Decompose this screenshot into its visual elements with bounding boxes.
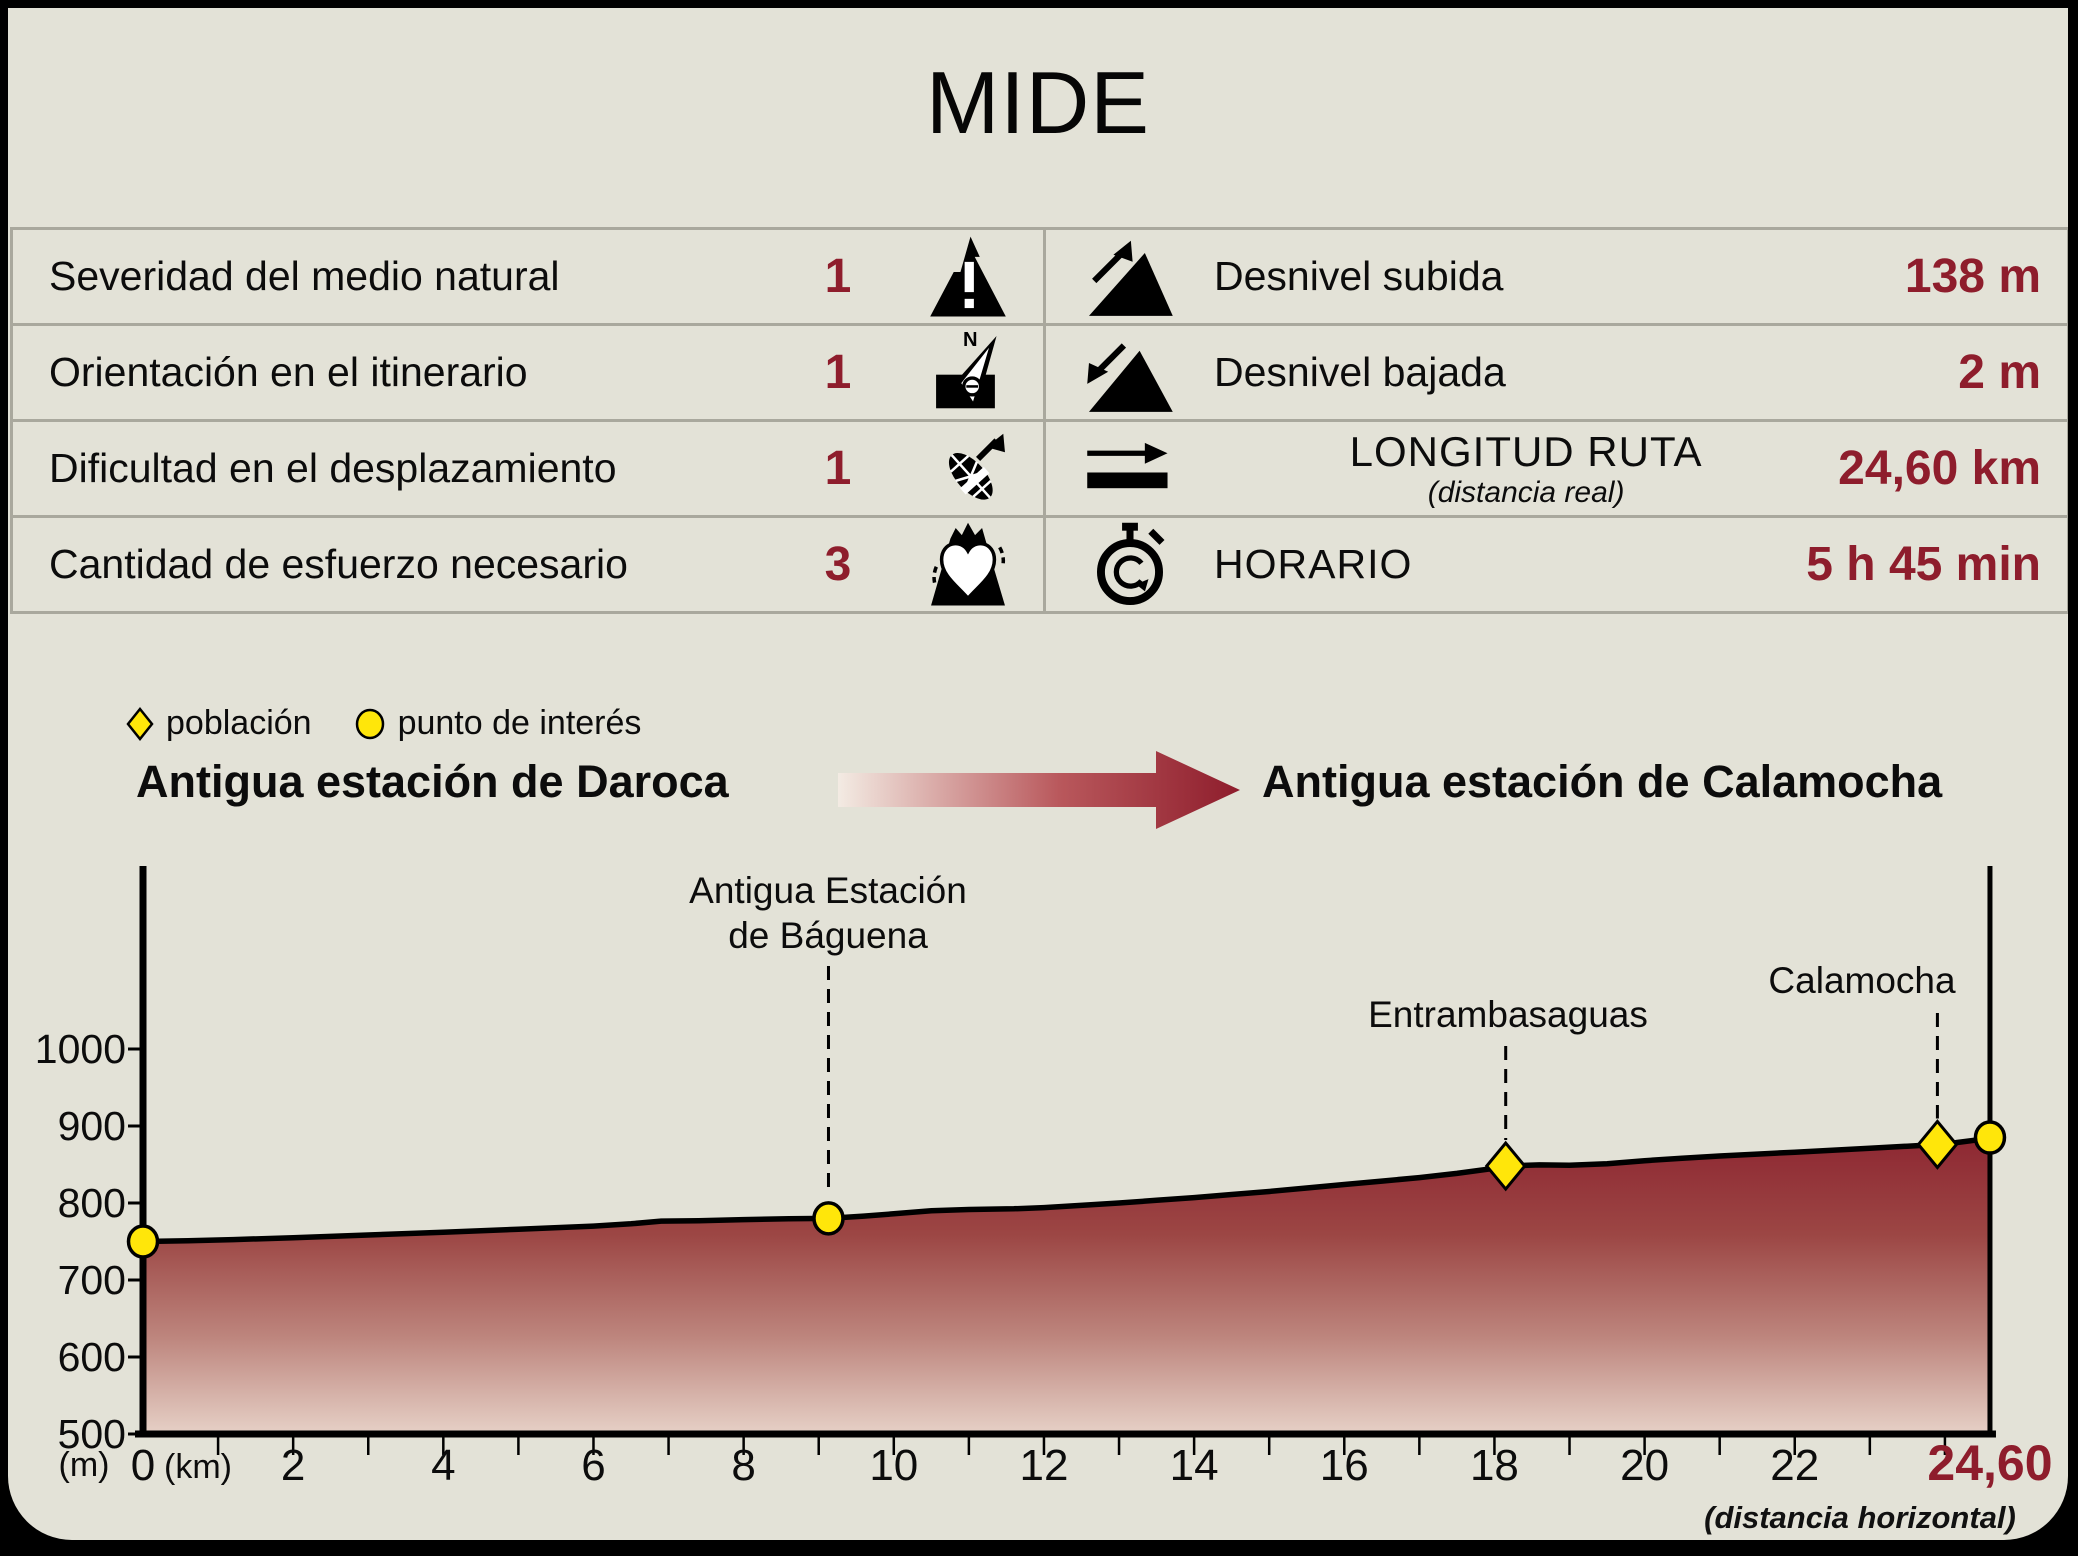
svg-text:22: 22 bbox=[1770, 1441, 1819, 1490]
svg-text:500: 500 bbox=[58, 1411, 126, 1457]
stopwatch-icon bbox=[1046, 521, 1214, 609]
svg-text:8: 8 bbox=[731, 1441, 755, 1490]
descent-label: Desnivel bajada bbox=[1214, 349, 1506, 395]
ascent-value: 138 m bbox=[1904, 250, 2041, 303]
svg-text:1000: 1000 bbox=[35, 1026, 126, 1072]
point-label-calamocha: Calamocha bbox=[1768, 960, 1956, 1001]
schedule-cell: HORARIO 5 h 45 min bbox=[1043, 518, 2067, 611]
difficulty-label: Dificultad en el desplazamiento bbox=[49, 445, 617, 491]
severity-cell: Severidad del medio natural 1 bbox=[13, 230, 1043, 323]
length-labelwrap: LONGITUD RUTA (distancia real) bbox=[1214, 428, 1838, 510]
svg-text:2: 2 bbox=[281, 1441, 305, 1490]
table-row: Dificultad en el desplazamiento 1 LONGIT… bbox=[13, 422, 2067, 518]
svg-text:(m): (m) bbox=[59, 1446, 110, 1484]
svg-text:900: 900 bbox=[58, 1103, 126, 1149]
ascent-cell: Desnivel subida 138 m bbox=[1043, 230, 2067, 323]
ascent-labelwrap: Desnivel subida bbox=[1214, 253, 1905, 300]
table-row: Cantidad de esfuerzo necesario 3 HORARIO… bbox=[13, 518, 2067, 611]
length-sublabel: (distancia real) bbox=[1427, 475, 1625, 509]
svg-text:(km): (km) bbox=[164, 1448, 232, 1486]
boot-icon bbox=[893, 427, 1043, 511]
table-row: Orientación en el itinerario 1 N Desnive… bbox=[13, 326, 2067, 422]
svg-text:14: 14 bbox=[1170, 1441, 1219, 1490]
svg-text:0: 0 bbox=[131, 1441, 155, 1490]
compass-icon: N bbox=[893, 331, 1043, 415]
svg-text:20: 20 bbox=[1620, 1441, 1669, 1490]
svg-text:16: 16 bbox=[1320, 1441, 1369, 1490]
orientation-cell: Orientación en el itinerario 1 N bbox=[13, 326, 1043, 419]
svg-text:10: 10 bbox=[869, 1441, 918, 1490]
difficulty-cell: Dificultad en el desplazamiento 1 bbox=[13, 422, 1043, 515]
svg-text:18: 18 bbox=[1470, 1441, 1519, 1490]
svg-text:800: 800 bbox=[58, 1180, 126, 1226]
route-end-name: Antigua estación de Calamocha bbox=[1262, 756, 1943, 807]
route-length-icon bbox=[1046, 434, 1214, 504]
svg-text:12: 12 bbox=[1019, 1441, 1068, 1490]
orientation-value: 1 bbox=[824, 346, 852, 399]
elevation-profile-chart: 500 600 700 800 900 1000 0 2 4 6 8 10 12 14 16 18 20 22 24… bbox=[35, 866, 2053, 1491]
svg-text:6: 6 bbox=[581, 1441, 605, 1490]
svg-text:600: 600 bbox=[58, 1334, 126, 1380]
page-title: MIDE bbox=[926, 53, 1150, 152]
effort-value: 3 bbox=[824, 538, 852, 591]
heart-effort-icon bbox=[893, 521, 1043, 609]
svg-text:4: 4 bbox=[431, 1441, 455, 1490]
x-axis-footnote: (distancia horizontal) bbox=[1704, 1500, 2016, 1535]
svg-text:700: 700 bbox=[58, 1257, 126, 1303]
descent-value: 2 m bbox=[1958, 346, 2041, 399]
descent-cell: Desnivel bajada 2 m bbox=[1043, 326, 2067, 419]
severity-label: Severidad del medio natural bbox=[49, 253, 560, 299]
effort-cell: Cantidad de esfuerzo necesario 3 bbox=[13, 518, 1043, 611]
descent-triangle-icon bbox=[1046, 331, 1214, 415]
difficulty-value: 1 bbox=[824, 442, 852, 495]
population-diamond-icon bbox=[126, 706, 154, 741]
mide-card: MIDE Severidad del medio natural 1 Desni… bbox=[8, 8, 2068, 1540]
point-label-baguena: Antigua Estación de Báguena bbox=[689, 870, 967, 957]
poi-circle-icon bbox=[354, 708, 386, 740]
svg-text:N: N bbox=[963, 331, 978, 351]
route-direction-arrow-icon bbox=[836, 744, 1248, 841]
mide-table: Severidad del medio natural 1 Desnivel s… bbox=[10, 227, 2068, 614]
point-label-entrambasaguas: Entrambasaguas bbox=[1368, 994, 1648, 1035]
length-value: 24,60 km bbox=[1838, 442, 2041, 495]
legend-poi-label: punto de interés bbox=[397, 704, 642, 742]
svg-text:24,60: 24,60 bbox=[1927, 1435, 2052, 1491]
legend: población punto de interés bbox=[126, 704, 641, 743]
ascent-triangle-icon bbox=[1046, 235, 1214, 319]
schedule-value: 5 h 45 min bbox=[1806, 538, 2041, 591]
schedule-label: HORARIO bbox=[1214, 541, 1413, 587]
effort-label: Cantidad de esfuerzo necesario bbox=[49, 541, 628, 587]
orientation-label: Orientación en el itinerario bbox=[49, 349, 528, 395]
length-label: LONGITUD RUTA bbox=[1349, 427, 1703, 475]
schedule-labelwrap: HORARIO bbox=[1214, 541, 1806, 588]
mountain-warning-icon bbox=[893, 235, 1043, 319]
route-start-name: Antigua estación de Daroca bbox=[136, 756, 729, 807]
descent-labelwrap: Desnivel bajada bbox=[1214, 349, 1958, 396]
severity-value: 1 bbox=[824, 250, 852, 303]
length-cell: LONGITUD RUTA (distancia real) 24,60 km bbox=[1043, 422, 2067, 515]
table-row: Severidad del medio natural 1 Desnivel s… bbox=[13, 230, 2067, 326]
legend-population-label: población bbox=[166, 704, 312, 742]
ascent-label: Desnivel subida bbox=[1214, 253, 1504, 299]
